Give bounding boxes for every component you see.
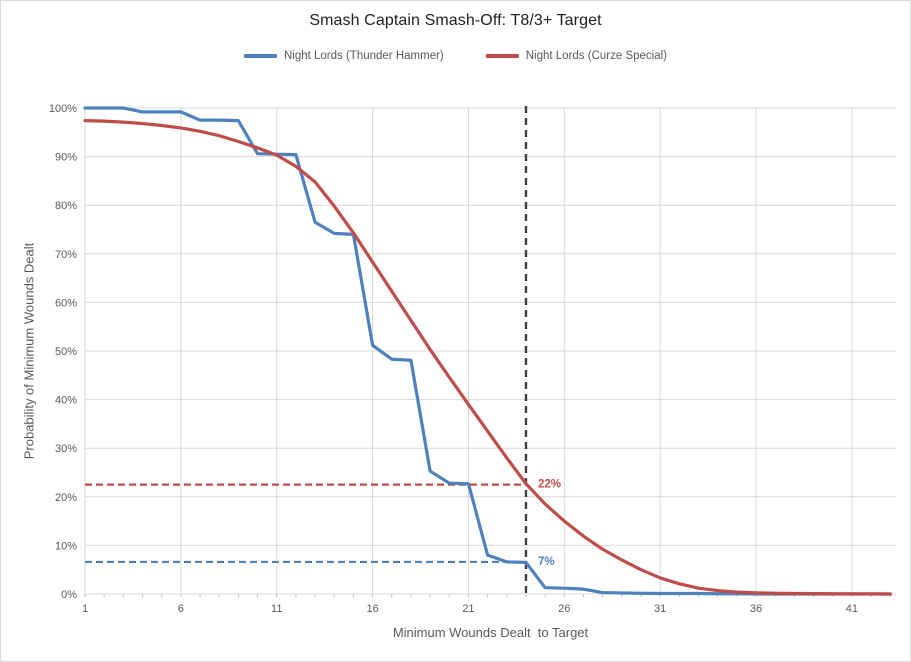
x-axis-title: Minimum Wounds Dealt to Target [392,625,589,640]
y-tick-label-10: 10% [55,540,77,552]
x-tick-label-36: 36 [750,603,762,615]
annotation-label-7%: 7% [538,556,555,568]
series-line-1 [83,119,892,596]
y-tick-label-30: 30% [55,443,77,455]
x-tick-label-41: 41 [846,603,858,615]
x-tick-label-6: 6 [178,603,184,615]
x-tick-label-11: 11 [271,603,282,615]
y-tick-label-0: 0% [61,589,77,601]
y-tick-label-60: 60% [55,297,77,309]
annotation-label-22%: 22% [538,479,561,491]
legend: Night Lords (Thunder Hammer) Night Lords… [1,50,910,62]
x-tick-label-26: 26 [558,603,570,615]
y-tick-label-80: 80% [55,200,77,212]
x-tick-label-21: 21 [462,603,474,615]
legend-line-swatch-red [485,54,519,58]
legend-label-curze-special: Night Lords (Curze Special) [525,50,668,62]
x-tick-label-31: 31 [654,603,666,615]
legend-entry-thunder-hammer: Night Lords (Thunder Hammer) [243,50,444,62]
y-tick-label-70: 70% [55,249,77,261]
legend-entry-curze-special: Night Lords (Curze Special) [485,50,668,62]
legend-label-thunder-hammer: Night Lords (Thunder Hammer) [283,50,444,62]
y-tick-label-20: 20% [55,492,77,504]
y-tick-label-40: 40% [55,395,77,407]
x-tick-label-16: 16 [366,603,378,615]
x-tick-label-1: 1 [82,603,88,615]
chart-title: Smash Captain Smash-Off: T8/3+ Target [309,12,602,29]
y-axis-title: Probability of Minimum Wounds Dealt [21,242,37,460]
legend-line-swatch-blue [243,54,277,58]
y-tick-label-50: 50% [55,346,77,358]
y-tick-label-90: 90% [55,152,77,164]
y-tick-label-100: 100% [49,103,77,115]
